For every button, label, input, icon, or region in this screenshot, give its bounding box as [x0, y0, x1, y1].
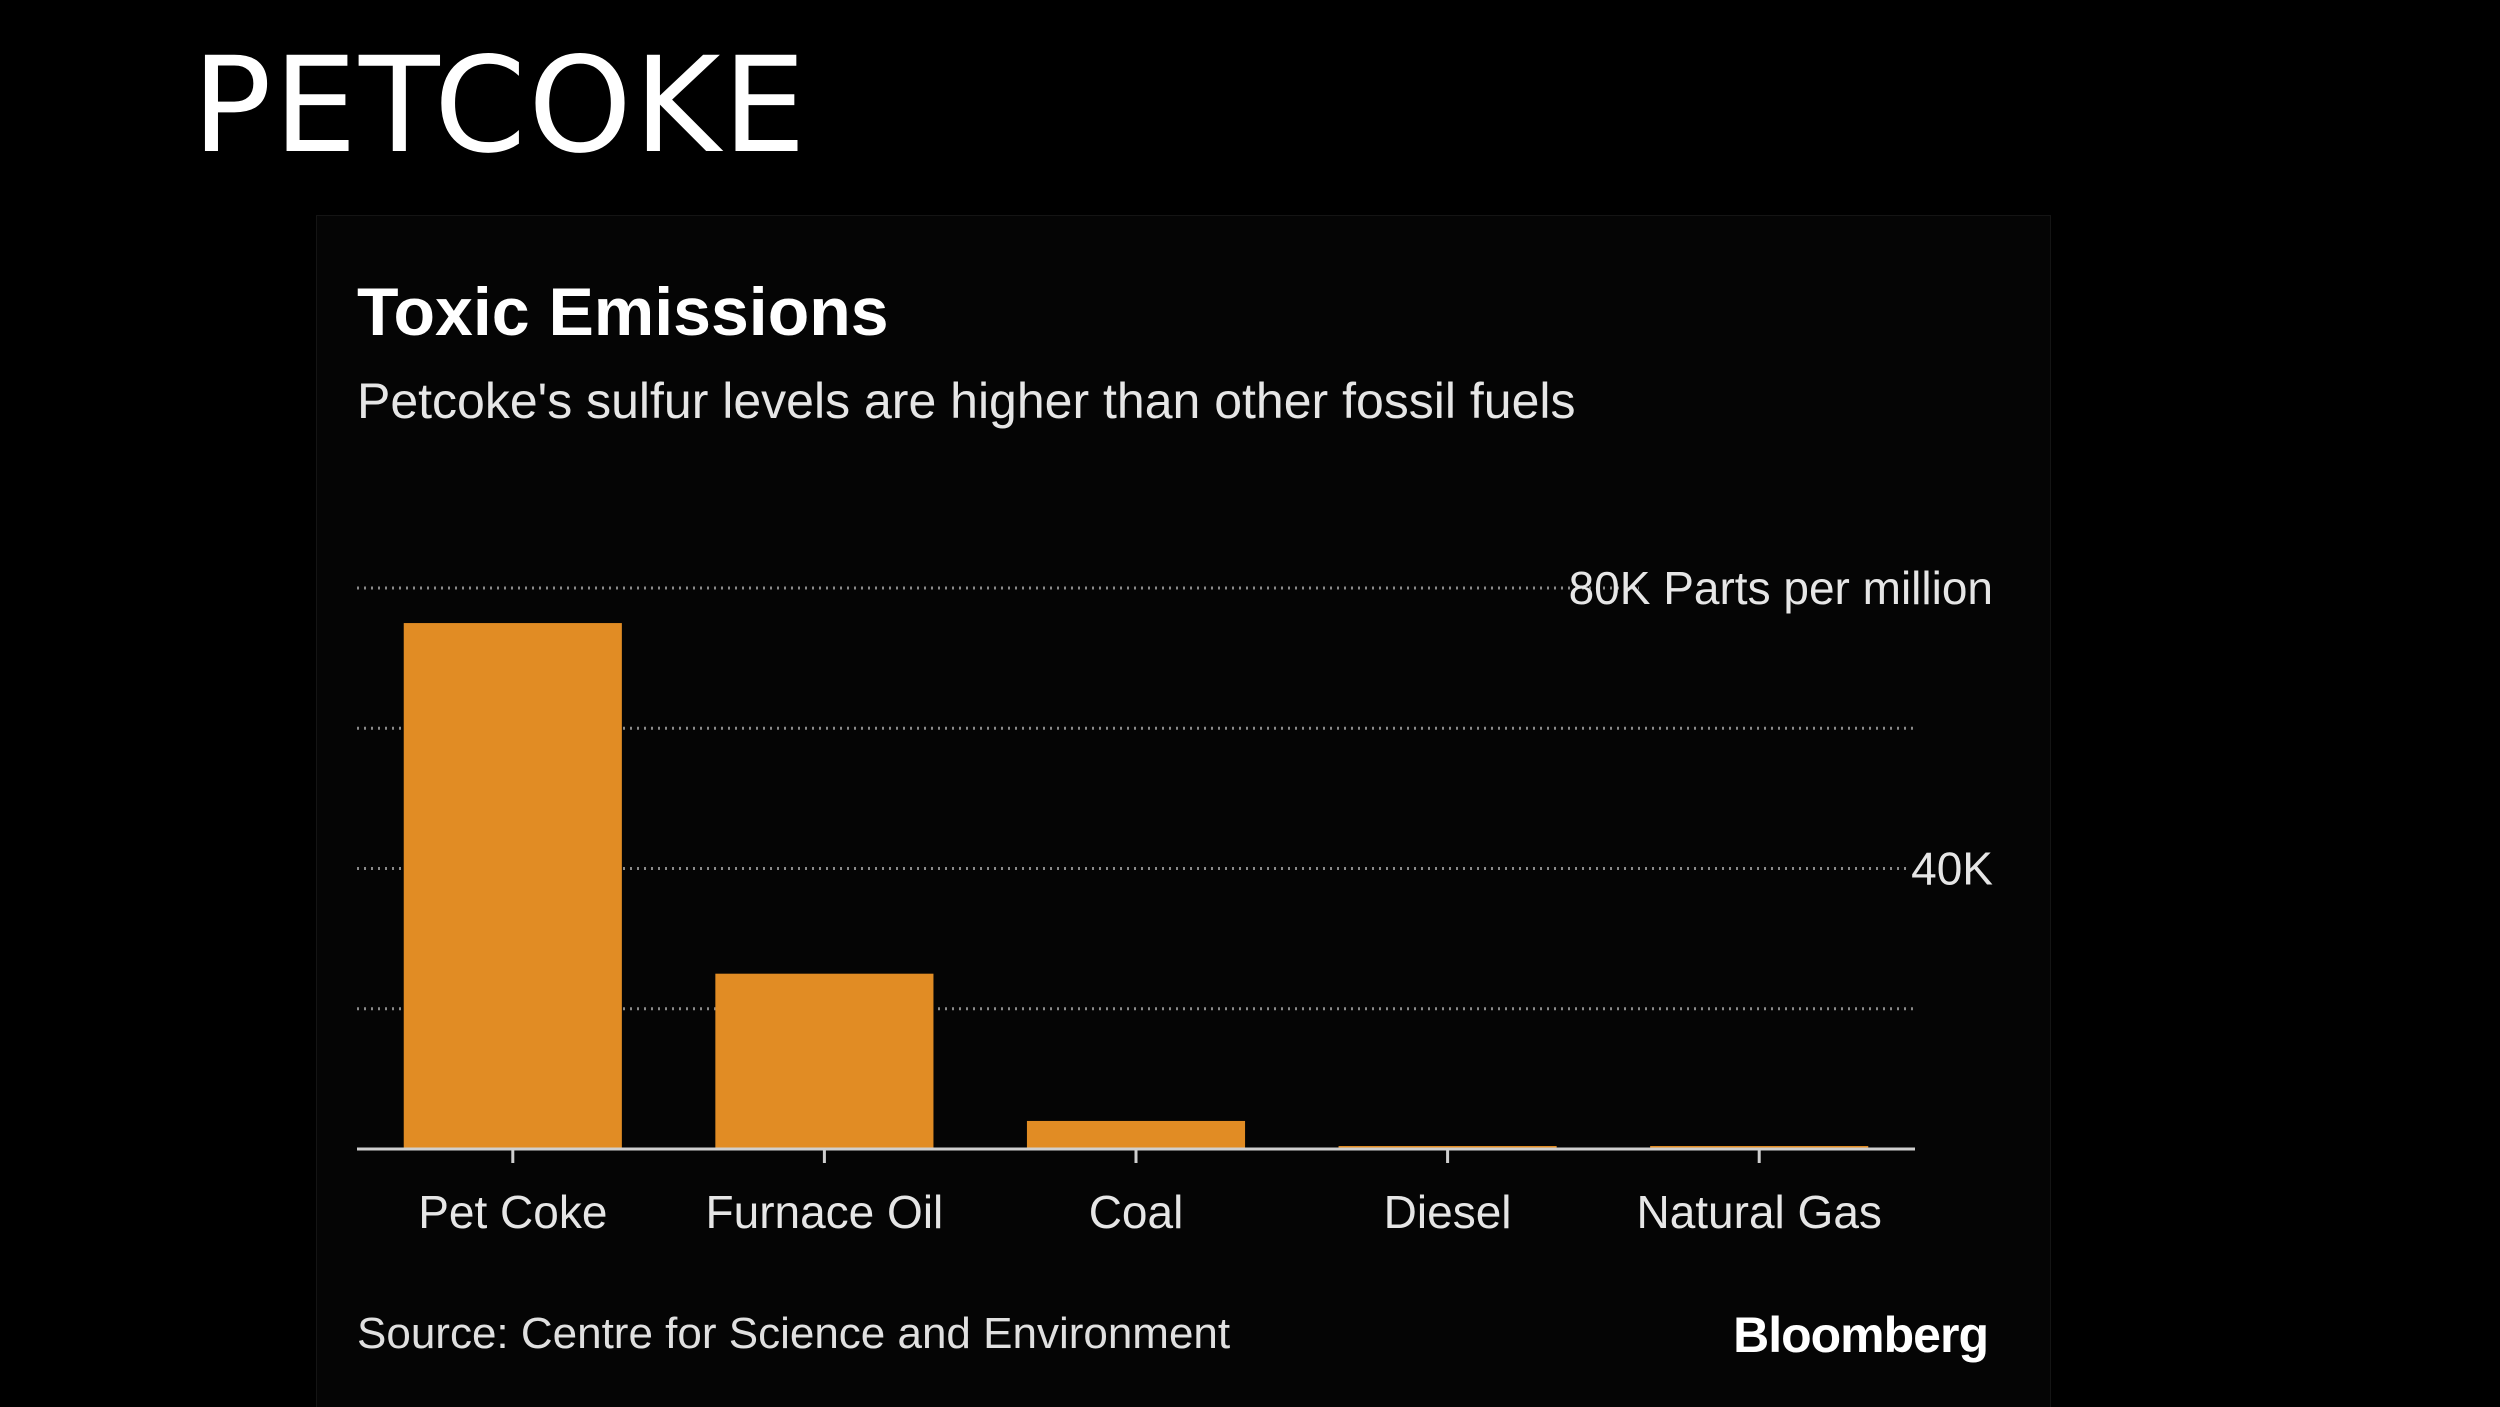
bars — [403, 623, 1869, 1149]
slide-title: PETCOKE — [192, 29, 808, 183]
bar-coal — [1026, 1120, 1246, 1149]
x-tick-label: Pet Coke — [418, 1186, 607, 1238]
tick-labels: Pet Coke Furnace Oil Coal Diesel Natural Gas… — [418, 562, 1993, 1238]
x-tick-label: Coal — [1089, 1186, 1184, 1238]
x-axis — [357, 1147, 1915, 1163]
y-tick-label: 80K Parts per million — [1569, 562, 1993, 614]
x-tick-label: Diesel — [1384, 1186, 1512, 1238]
bloomberg-logo: Bloomberg — [1733, 1307, 1989, 1363]
chart-subtitle: Petcoke's sulfur levels are higher than … — [357, 373, 1576, 429]
chart-source: Source: Centre for Science and Environme… — [357, 1309, 1231, 1358]
chart-title: Toxic Emissions — [357, 274, 889, 350]
bar-chart: Pet Coke Furnace Oil Coal Diesel Natural Gas… — [357, 562, 1993, 1238]
x-tick-label: Furnace Oil — [706, 1186, 944, 1238]
bar-furnace-oil — [715, 973, 934, 1149]
x-tick-label: Natural Gas — [1636, 1186, 1881, 1238]
bar-pet-coke — [403, 623, 622, 1149]
y-tick-label: 40K — [1911, 843, 1993, 895]
chart-panel: Toxic Emissions Petcoke's sulfur levels … — [316, 215, 2051, 1407]
